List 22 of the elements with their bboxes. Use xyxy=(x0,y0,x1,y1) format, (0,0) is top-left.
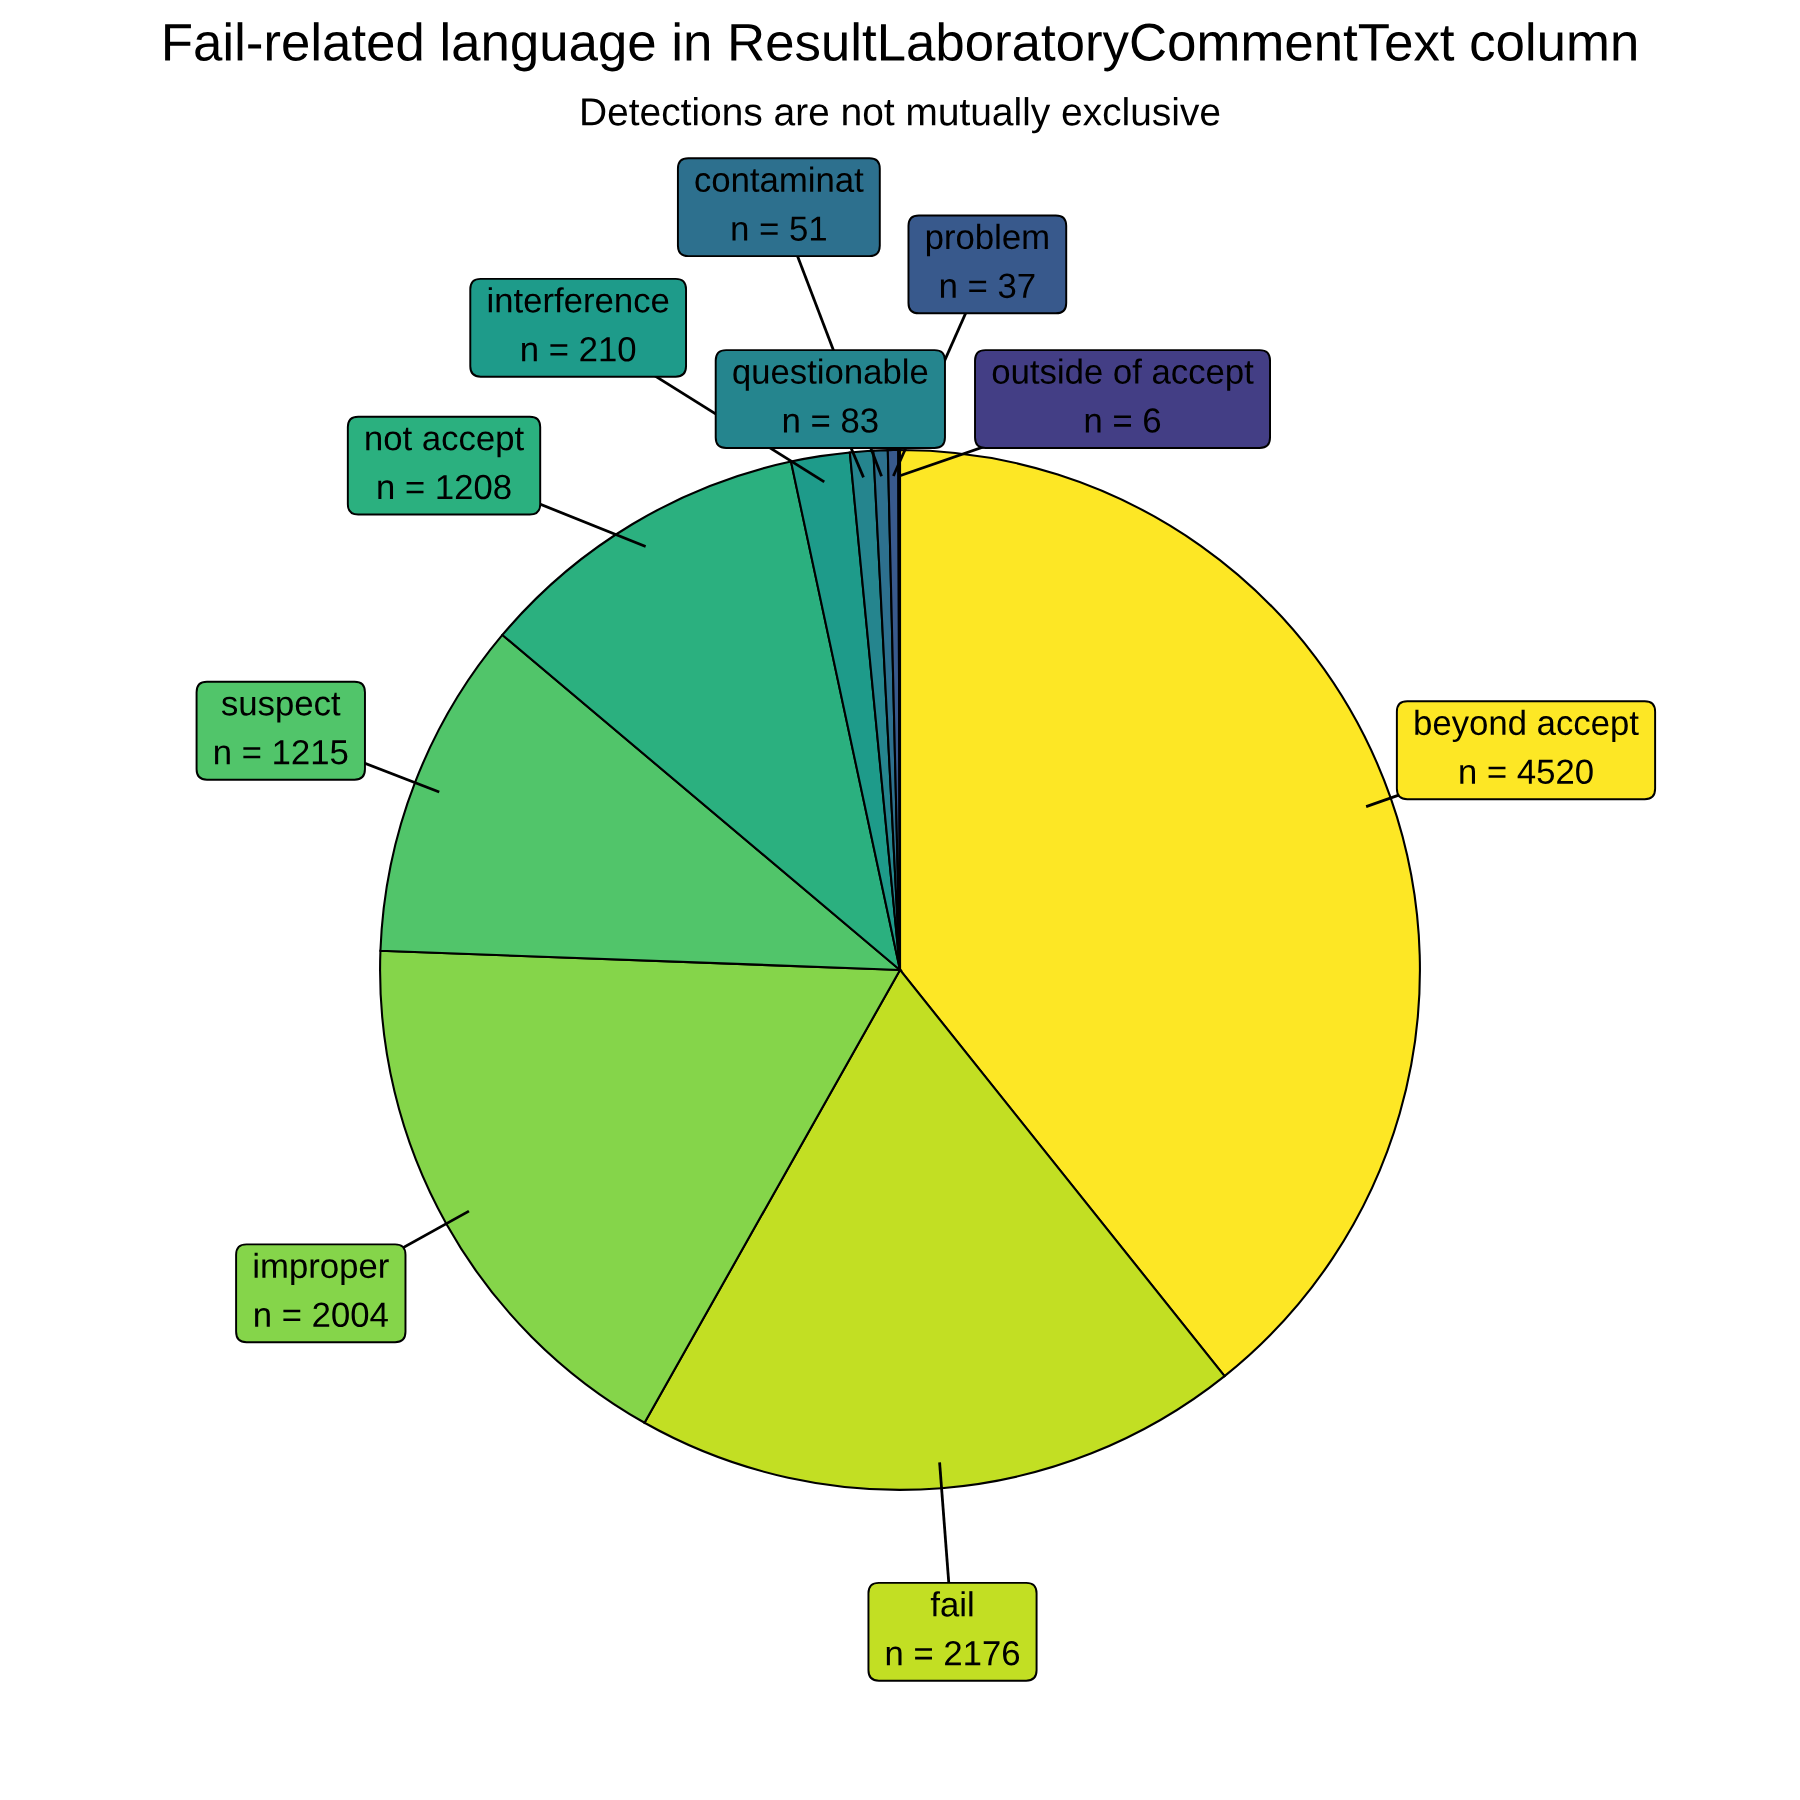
slice-label: outside of accept xyxy=(992,358,1254,391)
data-label: n = 4520 xyxy=(1460,759,1593,785)
data-label: n = 1208 xyxy=(378,474,511,500)
data-label: n = 2004 xyxy=(255,1302,388,1328)
slice-label: questionable xyxy=(733,358,928,391)
slice-label: contaminat xyxy=(695,166,864,193)
slice-label: suspect xyxy=(221,692,341,723)
data-label: n = 37 xyxy=(940,273,1035,299)
slice-label: problem xyxy=(926,223,1048,257)
data-label: n = 1215 xyxy=(215,739,348,765)
data-label: n = 51 xyxy=(732,216,826,241)
data-label: n = 6 xyxy=(1085,408,1161,433)
slice-label: fail xyxy=(930,1591,973,1617)
slice-label: improper xyxy=(254,1252,389,1286)
chart-subtitle: Detections are not mutually exclusive xyxy=(582,97,1220,134)
slice-label: not accept xyxy=(366,427,524,458)
slice-label: beyond accept xyxy=(1415,709,1639,743)
data-label: n = 2176 xyxy=(886,1640,1020,1666)
data-label: n = 210 xyxy=(522,336,636,362)
slice-label: interference xyxy=(488,287,669,313)
chart-title: Fail-related language in ResultLaboratoryCommentText column xyxy=(165,22,1636,72)
data-label: n = 83 xyxy=(783,408,878,433)
